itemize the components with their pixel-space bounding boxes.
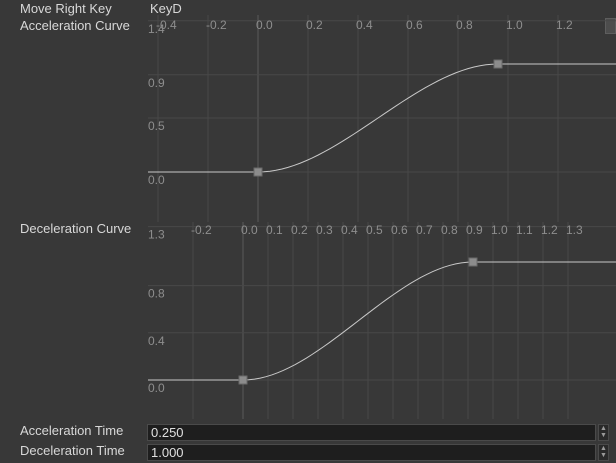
stepper-up-icon[interactable]: ▲ [600,425,607,432]
x-tick-label: 0.6 [406,18,423,32]
deceleration-time-stepper[interactable]: ▲ ▼ [598,444,609,461]
y-tick-label: 0.0 [148,381,165,395]
deceleration-curve-label: Deceleration Curve [20,221,132,236]
acceleration-time-stepper[interactable]: ▲ ▼ [598,424,609,441]
y-tick-label: 0.9 [148,76,165,90]
x-tick-label: 1.2 [556,18,573,32]
x-tick-label: 0.4 [356,18,373,32]
acceleration-time-input[interactable] [147,424,596,441]
x-tick-label: -0.2 [191,223,212,237]
x-tick-label: 1.3 [566,223,583,237]
x-tick-label: 0.8 [456,18,473,32]
deceleration-time-input[interactable] [147,444,596,461]
stepper-up-icon[interactable]: ▲ [600,445,607,452]
stepper-down-icon[interactable]: ▼ [600,432,607,439]
move-right-key-label: Move Right Key [20,1,112,16]
deceleration-curve-line [148,261,616,381]
stepper-down-icon[interactable]: ▼ [600,452,607,459]
x-tick-label: 1.1 [516,223,533,237]
x-tick-label: 1.2 [541,223,558,237]
deceleration-curve-editor[interactable]: -0.2 0.0 0.2 0.4 0.6 0.8 1.0 1.2 0.1 0.3 0.5 0.7 0.9… [0,222,616,419]
y-tick-label: 0.0 [148,173,165,187]
x-tick-label: 0.0 [241,223,258,237]
x-tick-label: 0.0 [256,18,273,32]
curve-keyframe-handle[interactable] [468,257,478,267]
move-right-key-value[interactable]: KeyD [150,1,182,16]
acceleration-curve-editor[interactable]: -0.4 -0.2 0.0 0.2 0.4 0.6 0.8 1.0 1.2 1.4 0.9 0.5 0.… [0,15,616,222]
x-tick-label: 0.1 [266,223,283,237]
curve-keyframe-handle[interactable] [493,59,503,69]
x-tick-label: 1.0 [506,18,523,32]
curve-keyframe-handle[interactable] [238,375,248,385]
x-tick-label: 0.2 [291,223,308,237]
y-tick-label: 0.4 [148,334,165,348]
y-tick-label: 1.4 [148,22,165,36]
curve-keyframe-handle[interactable] [253,167,263,177]
x-tick-label: 0.7 [416,223,433,237]
x-tick-label: 0.4 [341,223,358,237]
acceleration-time-label: Acceleration Time [20,423,124,438]
x-tick-label: 0.5 [366,223,383,237]
deceleration-time-label: Deceleration Time [20,443,125,458]
y-tick-label: 1.3 [148,228,165,242]
x-tick-label: -0.2 [206,18,227,32]
x-tick-label: -0.4 [156,18,177,32]
x-tick-label: 1.0 [491,223,508,237]
x-tick-label: 0.8 [441,223,458,237]
x-tick-label: 0.6 [391,223,408,237]
x-tick-label: 0.9 [466,223,483,237]
x-tick-label: 0.3 [316,223,333,237]
acceleration-curve-label: Acceleration Curve [20,18,130,33]
y-tick-label: 0.5 [148,119,165,133]
x-tick-label: 0.2 [306,18,323,32]
y-tick-label: 0.8 [148,287,165,301]
acceleration-curve-line [148,63,616,173]
